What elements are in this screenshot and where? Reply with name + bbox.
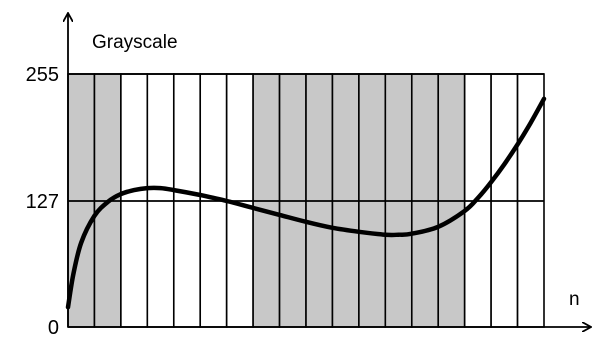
y-tick-labels: 0 127 255 <box>26 64 59 338</box>
y-tick-label-255: 255 <box>26 64 59 86</box>
x-axis-label: n <box>569 289 580 310</box>
y-axis-label: Grayscale <box>92 32 178 53</box>
reference-lines <box>68 73 544 202</box>
axes <box>68 14 590 327</box>
grayscale-curve <box>65 96 547 310</box>
y-tick-label-127: 127 <box>26 191 59 213</box>
y-tick-label-0: 0 <box>48 317 59 338</box>
